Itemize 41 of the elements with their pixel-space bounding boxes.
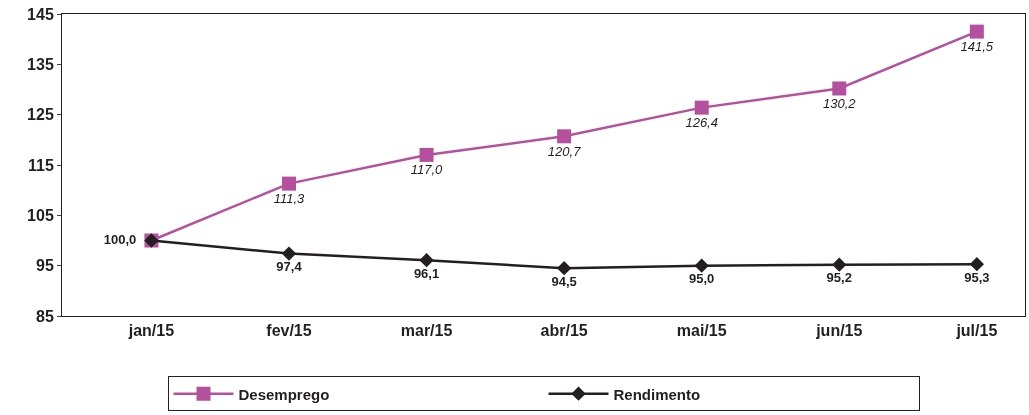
data-label: 141,5 bbox=[960, 39, 994, 55]
point bbox=[694, 100, 709, 115]
x-tick-label: mar/15 bbox=[400, 322, 453, 340]
x-tick-label: mai/15 bbox=[676, 322, 727, 340]
y-tick-label: 105 bbox=[27, 206, 54, 224]
data-label: 120,7 bbox=[547, 143, 582, 159]
point bbox=[419, 252, 434, 268]
y-tick-label: 115 bbox=[27, 156, 54, 174]
data-label: 111,3 bbox=[273, 191, 306, 207]
point bbox=[281, 246, 297, 261]
x-tick-label: jul/15 bbox=[955, 322, 998, 340]
point bbox=[419, 147, 434, 162]
data-label: 117,0 bbox=[410, 162, 444, 178]
point bbox=[832, 257, 847, 272]
point bbox=[969, 24, 984, 39]
data-label: 126,4 bbox=[685, 115, 718, 131]
point bbox=[832, 81, 847, 96]
y-tick-label: 125 bbox=[27, 106, 54, 124]
data-label: 95,3 bbox=[964, 269, 990, 285]
legend-label: Rendimento bbox=[613, 385, 701, 403]
data-label: 130,2 bbox=[823, 95, 857, 111]
data-label: 96,1 bbox=[413, 265, 440, 281]
y-tick-label: 135 bbox=[27, 55, 54, 73]
data-label: 95,0 bbox=[689, 271, 715, 287]
x-tick-label: abr/15 bbox=[540, 322, 588, 340]
point bbox=[281, 176, 296, 191]
point bbox=[969, 257, 984, 272]
data-label: 100,0 bbox=[103, 231, 144, 247]
y-tick-label: 95 bbox=[36, 257, 54, 275]
data-label: 95,2 bbox=[826, 270, 852, 286]
x-tick-label: fev/15 bbox=[266, 322, 312, 340]
point bbox=[557, 129, 572, 144]
y-tick-label: 145 bbox=[27, 5, 54, 23]
data-label: 94,5 bbox=[551, 273, 577, 289]
legend-label: Desemprego bbox=[238, 385, 330, 403]
data-label: 97,4 bbox=[276, 259, 303, 275]
point bbox=[556, 261, 572, 276]
y-tick-label: 85 bbox=[36, 307, 54, 325]
point bbox=[694, 258, 709, 273]
x-tick-label: jun/15 bbox=[815, 322, 863, 340]
x-tick-label: jan/15 bbox=[127, 322, 175, 340]
